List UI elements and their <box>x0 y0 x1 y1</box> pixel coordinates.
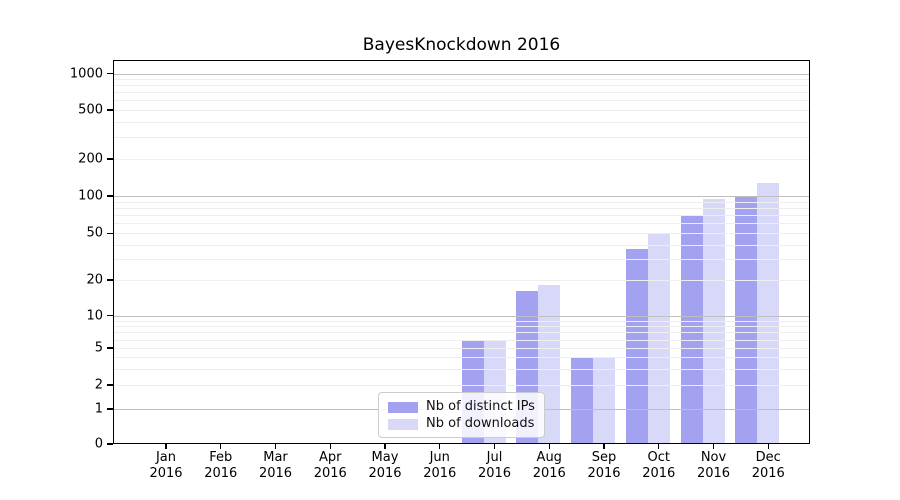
x-tick-label-may: May 2016 <box>368 450 402 481</box>
legend-label-distinct-ips: Nb of distinct IPs <box>426 399 535 414</box>
gridline-minor-20 <box>113 280 810 281</box>
bar-downloads-dec <box>757 183 780 444</box>
gridline-minor-50 <box>113 233 810 235</box>
gridline-major-10 <box>113 315 810 317</box>
legend-entry-downloads: Nb of downloads <box>388 416 535 432</box>
x-tick-mark-may <box>384 444 386 449</box>
y-tick-label-50: 50 <box>86 225 103 241</box>
y-tick-mark-2 <box>107 384 113 386</box>
y-tick-mark-100 <box>107 195 113 197</box>
x-tick-label-apr: Apr 2016 <box>313 450 347 481</box>
gridline-major-100 <box>113 196 810 197</box>
gridline-minor-800 <box>113 85 810 87</box>
bar-downloads-sep <box>593 357 615 444</box>
gridline-major-1000 <box>113 73 810 75</box>
plot-area: 0 1 2 5 10 20 50 100 200 500 1000 Jan 2016 Feb 2016 M… <box>70 60 810 481</box>
x-tick-label-mar: Mar 2016 <box>258 450 293 481</box>
gridline-minor-4 <box>113 357 810 358</box>
x-tick-label-oct: Oct 2016 <box>642 450 676 481</box>
spine-left <box>113 60 115 444</box>
y-tick-label-1000: 1000 <box>69 66 103 81</box>
y-tick-mark-5 <box>107 347 113 349</box>
gridline-minor-200 <box>113 159 810 160</box>
y-tick-mark-1 <box>107 408 113 410</box>
gridline-minor-70 <box>113 215 810 217</box>
bar-ips-sep <box>571 357 593 444</box>
gridline-minor-8 <box>113 326 810 328</box>
gridline-minor-900 <box>113 79 810 81</box>
y-tick-label-100: 100 <box>78 188 103 204</box>
x-tick-label-jan: Jan 2016 <box>149 450 183 481</box>
x-tick-mark-apr <box>329 444 331 449</box>
x-tick-mark-jan <box>165 444 167 449</box>
legend-label-downloads: Nb of downloads <box>426 416 535 431</box>
gridline-minor-300 <box>113 137 810 139</box>
gridline-minor-7 <box>113 332 810 334</box>
x-tick-mark-mar <box>274 444 277 449</box>
legend-entry-distinct-ips: Nb of distinct IPs <box>388 399 535 415</box>
x-tick-mark-jul <box>493 444 496 449</box>
bar-ips-oct <box>625 248 648 444</box>
gridline-minor-5 <box>113 348 810 349</box>
y-tick-mark-10 <box>107 315 113 317</box>
x-tick-label-feb: Feb 2016 <box>204 450 238 481</box>
y-tick-label-200: 200 <box>78 151 103 167</box>
y-tick-label-20: 20 <box>86 272 103 288</box>
gridline-minor-40 <box>113 244 810 246</box>
gridline-minor-500 <box>113 110 810 111</box>
y-tick-label-0: 0 <box>94 436 103 452</box>
y-tick-label-10: 10 <box>86 308 103 324</box>
gridline-minor-3 <box>113 368 810 370</box>
y-tick-mark-500 <box>107 109 113 111</box>
gridline-minor-700 <box>113 92 810 94</box>
x-tick-mark-dec <box>767 444 769 449</box>
x-tick-mark-sep <box>603 444 605 449</box>
x-tick-mark-oct <box>658 444 660 449</box>
axes-spines <box>113 60 810 444</box>
bar-ips-nov <box>680 215 703 444</box>
y-tick-label-5: 5 <box>94 340 103 356</box>
tick-layer: 0 1 2 5 10 20 50 100 200 500 1000 Jan 2016 Feb 2016 M… <box>70 60 810 481</box>
legend: Nb of distinct IPs Nb of downloads <box>378 392 545 438</box>
legend-swatch-downloads-icon <box>388 418 418 430</box>
spine-right <box>808 60 810 444</box>
x-tick-label-jun: Jun 2016 <box>423 450 457 481</box>
y-tick-label-2: 2 <box>94 377 103 393</box>
y-tick-label-500: 500 <box>78 102 103 118</box>
spine-bottom <box>113 442 810 444</box>
gridline-minor-400 <box>113 121 810 123</box>
x-tick-mark-aug <box>548 444 550 449</box>
grid-layer <box>113 60 810 444</box>
y-tick-mark-50 <box>107 232 113 234</box>
bar-downloads-oct <box>647 233 670 444</box>
gridline-minor-60 <box>113 223 810 225</box>
gridline-minor-2 <box>113 385 810 386</box>
y-tick-mark-0 <box>107 443 113 445</box>
gridline-minor-9 <box>113 320 810 322</box>
y-tick-mark-20 <box>107 279 113 281</box>
legend-swatch-distinct-ips-icon <box>388 401 418 413</box>
y-tick-label-1: 1 <box>94 401 103 417</box>
y-tick-mark-200 <box>107 158 113 160</box>
x-tick-label-jul: Jul 2016 <box>477 450 512 481</box>
x-tick-mark-nov <box>712 444 715 449</box>
bar-ips-dec <box>735 196 758 444</box>
gridline-minor-90 <box>113 201 810 203</box>
gridline-minor-6 <box>113 339 810 341</box>
x-tick-label-sep: Sep 2016 <box>587 450 621 481</box>
chart-title: BayesKnockdown 2016 <box>362 35 561 55</box>
gridline-minor-80 <box>113 208 810 209</box>
gridline-minor-600 <box>113 100 810 102</box>
spine-top <box>113 60 810 62</box>
gridline-minor-30 <box>113 259 810 261</box>
x-tick-mark-feb <box>220 444 222 449</box>
x-tick-label-nov: Nov 2016 <box>696 450 731 481</box>
x-tick-mark-jun <box>439 444 441 449</box>
x-tick-label-dec: Dec 2016 <box>751 450 785 481</box>
y-tick-mark-1000 <box>107 72 113 75</box>
x-tick-label-aug: Aug 2016 <box>532 450 566 481</box>
